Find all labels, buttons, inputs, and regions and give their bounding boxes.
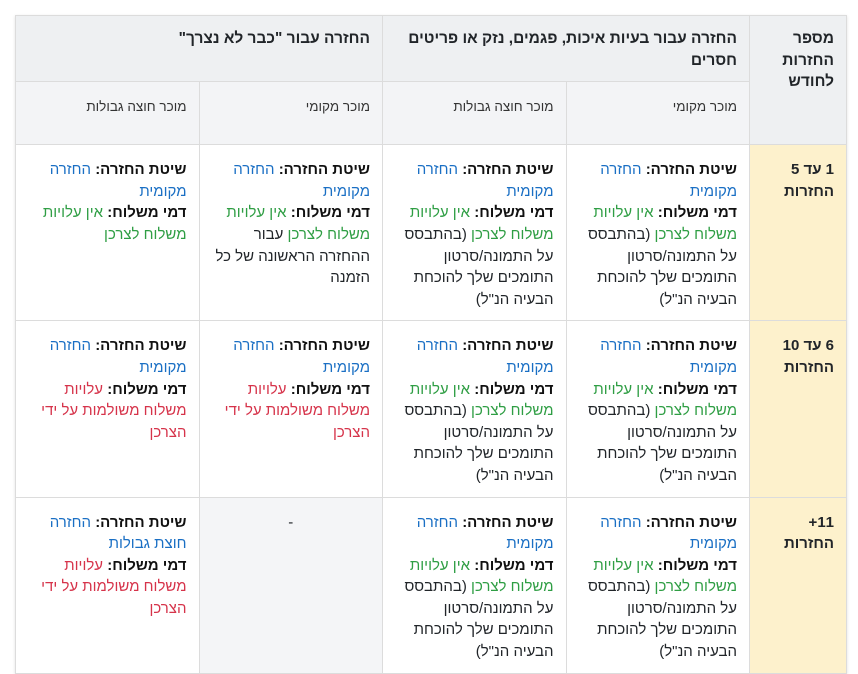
cell-text: (בהתבסס על התמונה/סרטון התומכים שלך להוכ… — [404, 402, 554, 484]
cell-text: שיטת החזרה: — [95, 513, 187, 531]
cell-nln-local: שיטת החזרה: החזרה מקומית דמי משלוח: עלויו… — [198, 320, 383, 498]
cell-text: שיטת החזרה: — [645, 161, 737, 179]
cell-text: שיטת החזרה: — [95, 161, 187, 179]
cell-text: אין עלויות משלוח לצרכן — [593, 556, 737, 596]
cell-text: אין עלויות משלוח לצרכן — [42, 204, 187, 243]
cell-text: החזרה מקומית — [600, 337, 737, 376]
cell-quality-local: שיטת החזרה: החזרה מקומית דמי משלוח: אין ע… — [565, 496, 750, 674]
cell-text: החזרה מקומית — [416, 513, 554, 553]
cell-text: שיטת החזרה: — [278, 161, 370, 179]
cell-quality-cross-border: שיטת החזרה: החזרה מקומית דמי משלוח: אין ע… — [382, 320, 567, 498]
header-quality-cross-border: מוכר חוצה גבולות — [382, 81, 567, 146]
cell-nln-cross-border: שיטת החזרה: החזרה מקומית דמי משלוח: אין ע… — [15, 144, 200, 322]
cell-text: אין עלויות משלוח לצרכן — [409, 556, 554, 596]
cell-text: דמי משלוח: — [657, 204, 737, 222]
table-row: 1 עד 5 החזרות שיטת החזרה: החזרה מקומית דמ… — [15, 144, 847, 322]
cell-quality-cross-border: שיטת החזרה: החזרה מקומית דמי משלוח: אין ע… — [382, 144, 567, 322]
returns-policy-table: מספר החזרות לחודש החזרה עבור בעיות איכות… — [15, 14, 847, 674]
cell-quality-local: שיטת החזרה: החזרה מקומית דמי משלוח: אין ע… — [565, 144, 750, 322]
header-no-longer-needed: החזרה עבור "כבר לא נצרך" — [15, 14, 383, 83]
cell-nln-local: - — [198, 496, 383, 674]
cell-text: שיטת החזרה: — [278, 337, 370, 355]
cell-text: שיטת החזרה: — [645, 337, 737, 355]
cell-text: עלויות משלוח משולמות על ידי הצרכן — [41, 380, 187, 441]
row-header: 1 עד 5 החזרות — [749, 144, 847, 322]
cell-text: החזרה מקומית — [416, 161, 554, 200]
cell-text: דמי משלוח: — [290, 380, 370, 398]
cell-text: דמי משלוח: — [474, 204, 554, 222]
cell-text: החזרה מקומית — [233, 161, 370, 200]
cell-text: החזרה מקומית — [49, 337, 187, 376]
header-returns-per-month: מספר החזרות לחודש — [749, 14, 847, 146]
cell-nln-cross-border: שיטת החזרה: החזרה מקומית דמי משלוח: עלויו… — [15, 320, 200, 498]
cell-text: דמי משלוח: — [107, 556, 187, 574]
cell-quality-cross-border: שיטת החזרה: החזרה מקומית דמי משלוח: אין ע… — [382, 496, 567, 674]
cell-text: עלויות משלוח משולמות על ידי הצרכן — [224, 380, 370, 441]
cell-text: דמי משלוח: — [474, 556, 554, 574]
cell-text: דמי משלוח: — [290, 204, 370, 222]
cell-nln-cross-border: שיטת החזרה: החזרה חוצת גבולות דמי משלוח: … — [15, 496, 200, 674]
cell-text: החזרה חוצת גבולות — [49, 513, 187, 553]
cell-text: אין עלויות משלוח לצרכן — [409, 380, 554, 420]
cell-text: דמי משלוח: — [107, 380, 187, 398]
cell-text: החזרה מקומית — [416, 337, 554, 376]
cell-text: דמי משלוח: — [474, 380, 554, 398]
cell-text: שיטת החזרה: — [95, 337, 187, 355]
cell-text: אין עלויות משלוח לצרכן — [593, 204, 737, 243]
cell-text: עבור ההחזרה הראשונה של כל הזמנה — [215, 225, 370, 287]
cell-text: דמי משלוח: — [657, 556, 737, 574]
header-nln-cross-border: מוכר חוצה גבולות — [15, 81, 200, 146]
cell-text: דמי משלוח: — [657, 380, 737, 398]
row-header: 6 עד 10 החזרות — [749, 320, 847, 498]
cell-text: שיטת החזרה: — [645, 513, 737, 531]
header-quality-issues: החזרה עבור בעיות איכות, פגמים, נזק או פר… — [382, 14, 750, 83]
cell-text: שיטת החזרה: — [462, 337, 554, 355]
cell-text: אין עלויות משלוח לצרכן — [593, 380, 737, 420]
cell-text: החזרה מקומית — [233, 337, 370, 376]
header-quality-local: מוכר מקומי — [565, 81, 750, 146]
cell-text: (בהתבסס על התמונה/סרטון התומכים שלך להוכ… — [588, 402, 737, 484]
cell-text: (בהתבסס על התמונה/סרטון התומכים שלך להוכ… — [588, 225, 737, 308]
header-nln-local: מוכר מקומי — [198, 81, 383, 146]
table-row: 6 עד 10 החזרות שיטת החזרה: החזרה מקומית ד… — [15, 320, 847, 498]
cell-text: החזרה מקומית — [49, 161, 187, 200]
cell-text: שיטת החזרה: — [462, 513, 554, 531]
cell-text: החזרה מקומית — [600, 513, 737, 553]
cell-nln-local: שיטת החזרה: החזרה מקומית דמי משלוח: אין ע… — [198, 144, 383, 322]
cell-text: החזרה מקומית — [600, 161, 737, 200]
cell-quality-local: שיטת החזרה: החזרה מקומית דמי משלוח: אין ע… — [565, 320, 750, 498]
cell-text: אין עלויות משלוח לצרכן — [226, 204, 370, 243]
cell-text: שיטת החזרה: — [462, 161, 554, 179]
cell-text: עלויות משלוח משולמות על ידי הצרכן — [41, 556, 187, 617]
cell-text: (בהתבסס על התמונה/סרטון התומכים שלך להוכ… — [404, 225, 554, 308]
cell-text: אין עלויות משלוח לצרכן — [409, 204, 554, 243]
row-header: 11+ החזרות — [749, 496, 847, 674]
cell-text: דמי משלוח: — [107, 204, 187, 222]
table-row: 11+ החזרות שיטת החזרה: החזרה מקומית דמי מ… — [15, 496, 847, 674]
